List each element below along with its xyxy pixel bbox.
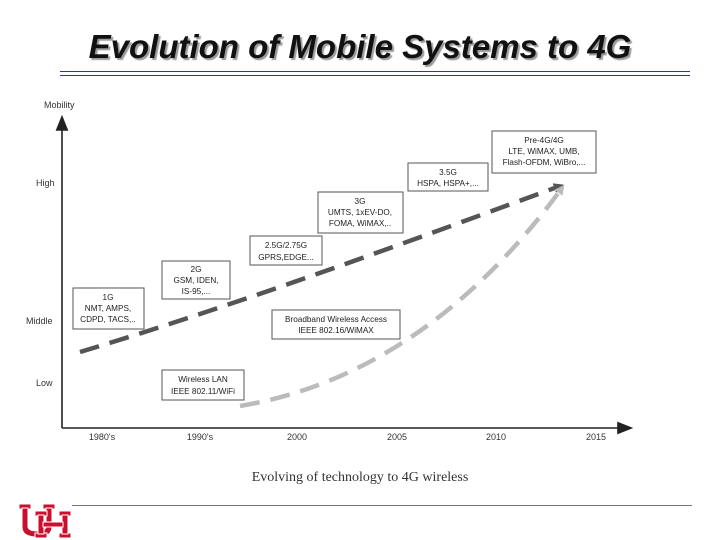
svg-text:3G: 3G: [355, 197, 366, 206]
svg-text:1G: 1G: [103, 293, 114, 302]
title-underline: [60, 71, 690, 72]
svg-text:LTE, WiMAX, UMB,: LTE, WiMAX, UMB,: [508, 147, 579, 156]
svg-text:2G: 2G: [191, 265, 202, 274]
x-tick-1980s: 1980's: [89, 432, 116, 442]
svg-text:Flash-OFDM, WiBro,...: Flash-OFDM, WiBro,...: [503, 158, 586, 167]
box-wireless-lan: Wireless LAN IEEE 802.11/WiFi: [161, 369, 245, 401]
x-tick-1990s: 1990's: [187, 432, 214, 442]
box-3-5g: 3.5G HSPA, HSPA+,...: [407, 162, 489, 192]
box-2-5g: 2.5G/2.75G GPRS,EDGE...: [249, 235, 323, 266]
svg-text:CDPD, TACS,..: CDPD, TACS,..: [80, 315, 136, 324]
svg-text:UMTS, 1xEV-DO,: UMTS, 1xEV-DO,: [328, 208, 392, 217]
svg-text:2.5G/2.75G: 2.5G/2.75G: [265, 241, 307, 250]
svg-text:NMT, AMPS,: NMT, AMPS,: [85, 304, 131, 313]
x-tick-2005: 2005: [387, 432, 407, 442]
svg-text:Broadband Wireless Access: Broadband Wireless Access: [285, 315, 387, 324]
uh-logo-icon: [18, 503, 72, 539]
footer-rule: [72, 505, 692, 506]
svg-text:IEEE 802.16/WiMAX: IEEE 802.16/WiMAX: [298, 326, 374, 335]
cellular-evolution-curve: [79, 183, 564, 355]
svg-text:IS-95,...: IS-95,...: [182, 287, 211, 296]
figure-caption: Evolving of technology to 4G wireless: [251, 470, 469, 485]
box-3g: 3G UMTS, 1xEV-DO, FOMA, WiMAX,..: [317, 191, 404, 234]
box-4g: Pre-4G/4G LTE, WiMAX, UMB, Flash-OFDM, W…: [491, 130, 597, 174]
svg-text:Pre-4G/4G: Pre-4G/4G: [524, 136, 564, 145]
x-tick-2000: 2000: [287, 432, 307, 442]
svg-text:IEEE 802.11/WiFi: IEEE 802.11/WiFi: [171, 387, 235, 396]
y-axis-label: Mobility: [44, 100, 75, 110]
svg-text:GSM, IDEN,: GSM, IDEN,: [173, 276, 218, 285]
svg-text:HSPA, HSPA+,...: HSPA, HSPA+,...: [417, 179, 479, 188]
y-level-low: Low: [36, 378, 53, 388]
box-broadband-wireless: Broadband Wireless Access IEEE 802.16/Wi…: [271, 309, 401, 340]
svg-text:Wireless LAN: Wireless LAN: [178, 375, 228, 384]
evolution-diagram: Mobility High Middle Low 1980's 1990's 2…: [26, 100, 634, 442]
box-1g: 1G NMT, AMPS, CDPD, TACS,..: [72, 287, 145, 330]
x-tick-2010: 2010: [486, 432, 506, 442]
title-underline-2: [60, 75, 690, 76]
slide-title: Evolution of Mobile Systems to 4G: [88, 28, 632, 65]
y-level-middle: Middle: [26, 316, 53, 326]
wireless-evolution-curve: [239, 184, 565, 409]
svg-text:GPRS,EDGE...: GPRS,EDGE...: [258, 253, 314, 262]
svg-text:3.5G: 3.5G: [439, 168, 457, 177]
x-tick-2015: 2015: [586, 432, 606, 442]
box-2g: 2G GSM, IDEN, IS-95,...: [161, 260, 231, 300]
svg-text:FOMA, WiMAX,..: FOMA, WiMAX,..: [329, 219, 391, 228]
y-level-high: High: [36, 178, 55, 188]
